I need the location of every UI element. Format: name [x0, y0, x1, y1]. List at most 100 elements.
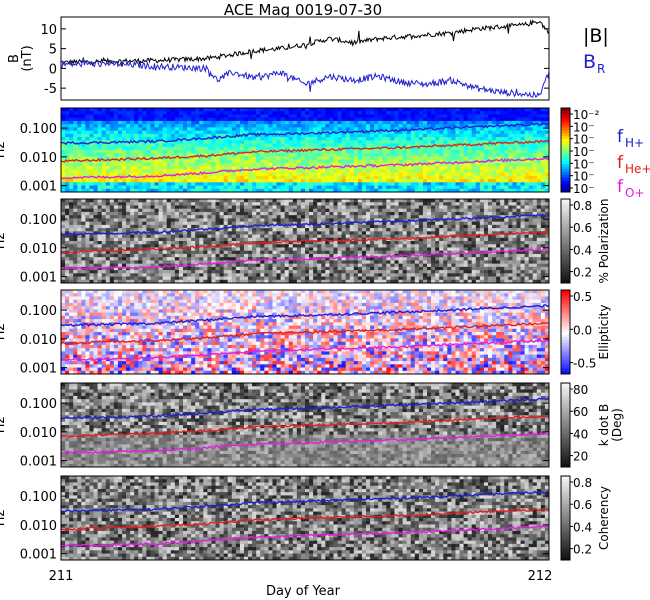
heatmap-cell — [292, 188, 298, 193]
heatmap-cell — [126, 111, 131, 115]
heatmap-cell — [374, 124, 379, 128]
heatmap-cell — [191, 111, 196, 115]
heatmap-cell — [459, 150, 464, 154]
heatmap-cell — [471, 179, 477, 183]
heatmap-cell — [134, 215, 139, 219]
heatmap-cell — [280, 150, 286, 154]
heatmap-cell — [142, 237, 147, 242]
heatmap-cell — [150, 234, 155, 239]
heatmap-cell — [162, 276, 168, 281]
heatmap-cell — [317, 215, 322, 219]
heatmap-cell — [431, 124, 436, 128]
heatmap-cell — [268, 140, 273, 144]
heatmap-cell — [333, 266, 338, 271]
heatmap-cell — [260, 276, 265, 281]
heatmap-cell — [264, 279, 269, 284]
heatmap-cell — [402, 143, 408, 148]
heatmap-cell — [170, 120, 176, 125]
heatmap-cell — [394, 179, 399, 183]
heatmap-cell — [276, 185, 281, 190]
heatmap-cell — [313, 179, 318, 183]
heatmap-cell — [414, 140, 420, 144]
heatmap-cell — [219, 117, 225, 122]
heatmap-cell — [69, 234, 74, 239]
heatmap-cell — [101, 250, 107, 255]
heatmap-cell — [284, 175, 290, 180]
heatmap-cell — [451, 133, 456, 138]
heatmap-cell — [284, 127, 290, 132]
heatmap-cell — [105, 215, 111, 219]
heatmap-cell — [475, 172, 481, 177]
heatmap-cell — [272, 202, 277, 206]
heatmap-cell — [170, 137, 176, 141]
heatmap-cell — [199, 159, 204, 164]
heatmap-cell — [260, 188, 265, 193]
heatmap-cell — [353, 124, 359, 128]
heatmap-cell — [504, 130, 509, 135]
heatmap-cell — [154, 185, 159, 190]
heatmap-cell — [166, 166, 172, 170]
heatmap-cell — [158, 130, 164, 135]
heatmap-cell — [528, 146, 534, 151]
heatmap-cell — [117, 205, 123, 210]
heatmap-cell — [410, 166, 416, 170]
heatmap-cell — [219, 156, 225, 161]
heatmap-cell — [215, 146, 220, 151]
heatmap-cell — [528, 133, 534, 138]
heatmap-cell — [207, 114, 212, 119]
heatmap-cell — [113, 211, 119, 216]
heatmap-cell — [467, 114, 473, 119]
heatmap-cell — [146, 188, 151, 193]
heatmap-cell — [528, 108, 534, 112]
heatmap-cell — [435, 182, 440, 186]
heatmap-cell — [113, 127, 119, 132]
heatmap-cell — [544, 146, 550, 151]
heatmap-cell — [260, 175, 265, 180]
heatmap-cell — [305, 111, 310, 115]
heatmap-cell — [105, 159, 111, 164]
heatmap-cell — [61, 224, 66, 229]
heatmap-cell — [284, 182, 290, 186]
heatmap-cell — [195, 266, 200, 271]
b-y-axis-label: B(nT) — [7, 45, 35, 71]
heatmap-cell — [65, 231, 70, 235]
heatmap-cell — [427, 172, 432, 177]
heatmap-cell — [219, 124, 225, 128]
heatmap-cell — [300, 224, 306, 229]
heatmap-cell — [223, 224, 229, 229]
heatmap-cell — [272, 221, 277, 226]
heatmap-cell — [463, 127, 469, 132]
heatmap-cell — [134, 273, 139, 277]
heatmap-cell — [158, 140, 164, 144]
heatmap-cell — [101, 127, 107, 132]
heatmap-cell — [203, 270, 208, 274]
heatmap-cell — [146, 182, 151, 186]
heatmap-cell — [81, 188, 86, 193]
heatmap-cell — [260, 208, 265, 213]
heatmap-cell — [158, 124, 164, 128]
heatmap-cell — [500, 175, 505, 180]
heatmap-cell — [77, 218, 82, 223]
heatmap-cell — [292, 260, 298, 265]
heatmap-cell — [329, 182, 334, 186]
heatmap-cell — [451, 166, 456, 170]
heatmap-cell — [313, 263, 318, 268]
heatmap-cell — [410, 124, 416, 128]
heatmap-cell — [475, 156, 481, 161]
heatmap-cell — [390, 156, 395, 161]
heatmap-cell — [239, 276, 245, 281]
heatmap-cell — [288, 124, 294, 128]
heatmap-cell — [500, 182, 505, 186]
heatmap-cell — [475, 182, 481, 186]
heatmap-cell — [341, 111, 347, 115]
heatmap-cell — [113, 244, 119, 248]
heatmap-cell — [309, 140, 314, 144]
heatmap-cell — [89, 159, 94, 164]
heatmap-cell — [500, 137, 505, 141]
heatmap-cell — [199, 108, 204, 112]
heatmap-cell — [130, 199, 135, 203]
heatmap-cell — [309, 253, 314, 258]
heatmap-cell — [329, 127, 334, 132]
heatmap-cell — [455, 153, 460, 157]
heatmap-cell — [187, 211, 192, 216]
